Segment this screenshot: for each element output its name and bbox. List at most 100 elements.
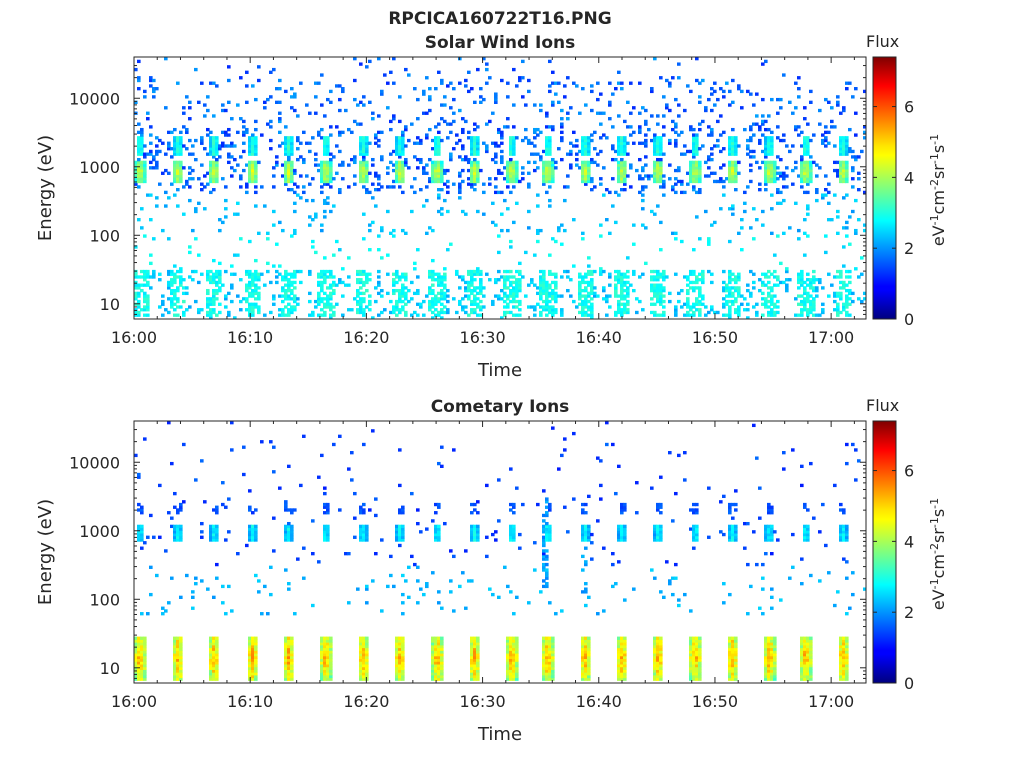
spectrogram-cell	[176, 666, 180, 670]
spectrogram-cell	[785, 267, 789, 271]
spectrogram-cell	[176, 669, 180, 673]
spectrogram-cell	[470, 647, 474, 651]
spectrogram-cell	[842, 286, 846, 290]
spectrogram-cell	[323, 141, 327, 145]
spectrogram-cell	[398, 177, 402, 181]
spectrogram-cell	[458, 108, 462, 113]
spectrogram-cell	[431, 658, 435, 662]
spectrogram-cell	[500, 160, 504, 165]
spectrogram-cell	[590, 278, 594, 282]
spectrogram-cell	[149, 160, 153, 165]
spectrogram-cell	[809, 283, 813, 287]
spectrogram-cell	[401, 511, 405, 515]
spectrogram-cell	[359, 511, 363, 515]
spectrogram-cell	[173, 177, 177, 181]
spectrogram-cell	[401, 160, 405, 165]
spectrogram-cell	[545, 308, 549, 312]
spectrogram-cell	[182, 313, 186, 317]
spectrogram-cell	[716, 138, 720, 143]
spectrogram-cell	[806, 313, 810, 317]
spectrogram-cell	[584, 141, 588, 145]
spectrogram-cell	[179, 171, 183, 175]
spectrogram-cell	[755, 218, 759, 222]
spectrogram-cell	[731, 278, 735, 282]
spectrogram-cell	[698, 272, 702, 276]
spectrogram-cell	[326, 642, 330, 646]
spectrogram-cell	[329, 677, 333, 681]
spectrogram-cell	[470, 502, 474, 507]
spectrogram-cell	[320, 669, 324, 673]
spectrogram-cell	[365, 538, 369, 542]
spectrogram-cell	[683, 275, 687, 279]
spectrogram-cell	[371, 182, 375, 186]
spectrogram-cell	[425, 527, 429, 531]
spectrogram-cell	[278, 144, 282, 148]
spectrogram-cell	[476, 291, 480, 296]
spectrogram-cell	[437, 152, 441, 156]
spectrogram-cell	[761, 97, 765, 102]
spectrogram-cell	[395, 166, 399, 170]
spectrogram-cell	[506, 677, 510, 681]
spectrogram-cell	[542, 166, 546, 170]
spectrogram-cell	[365, 174, 369, 178]
spectrogram-cell	[434, 674, 438, 679]
spectrogram-cell	[215, 661, 219, 665]
spectrogram-cell	[356, 587, 360, 591]
spectrogram-cell	[494, 141, 498, 145]
spectrogram-cell	[731, 207, 735, 211]
spectrogram-cell	[746, 185, 750, 189]
spectrogram-cell	[545, 288, 549, 293]
spectrogram-cell	[326, 179, 330, 184]
spectrogram-cell	[380, 228, 384, 233]
spectrogram-cell	[395, 661, 399, 665]
spectrogram-cell	[290, 106, 294, 110]
spectrogram-cell	[833, 193, 837, 197]
spectrogram-cell	[365, 147, 369, 151]
spectrogram-cell	[437, 313, 441, 317]
spectrogram-cell	[365, 601, 369, 605]
spectrogram-cell	[848, 81, 852, 85]
spectrogram-cell	[542, 579, 546, 583]
spectrogram-cell	[224, 108, 228, 113]
spectrogram-cell	[284, 147, 288, 151]
spectrogram-cell	[734, 278, 738, 282]
spectrogram-cell	[662, 114, 666, 118]
spectrogram-cell	[251, 644, 255, 649]
spectrogram-cell	[254, 288, 258, 293]
spectrogram-cell	[353, 182, 357, 186]
spectrogram-cell	[542, 642, 546, 646]
spectrogram-cell	[248, 524, 252, 529]
spectrogram-cell	[359, 524, 363, 529]
spectrogram-cell	[503, 278, 507, 282]
spectrogram-cell	[545, 114, 549, 118]
spectrogram-cell	[545, 163, 549, 167]
spectrogram-cell	[140, 207, 144, 211]
spectrogram-cell	[806, 278, 810, 282]
spectrogram-cell	[332, 275, 336, 279]
spectrogram-cell	[545, 291, 549, 296]
spectrogram-cell	[362, 669, 366, 673]
spectrogram-cell	[500, 136, 504, 140]
spectrogram-cell	[290, 166, 294, 170]
spectrogram-cell	[854, 198, 858, 203]
spectrogram-cell	[440, 103, 444, 107]
spectrogram-cell	[572, 81, 576, 85]
spectrogram-cell	[533, 313, 537, 317]
spectrogram-cell	[437, 524, 441, 529]
spectrogram-cell	[503, 275, 507, 279]
spectrogram-cell	[263, 283, 267, 287]
spectrogram-cell	[320, 136, 324, 140]
spectrogram-cell	[359, 652, 363, 657]
spectrogram-cell	[146, 297, 150, 301]
spectrogram-cell	[488, 76, 492, 80]
spectrogram-cell	[449, 130, 453, 135]
spectrogram-cell	[377, 138, 381, 143]
spectrogram-cell	[554, 308, 558, 312]
spectrogram-cell	[287, 302, 291, 306]
spectrogram-cell	[698, 313, 702, 317]
spectrogram-cell	[230, 117, 234, 121]
spectrogram-cell	[239, 308, 243, 312]
spectrogram-cell	[656, 291, 660, 296]
spectrogram-cell	[281, 286, 285, 290]
spectrogram-cell	[251, 136, 255, 140]
